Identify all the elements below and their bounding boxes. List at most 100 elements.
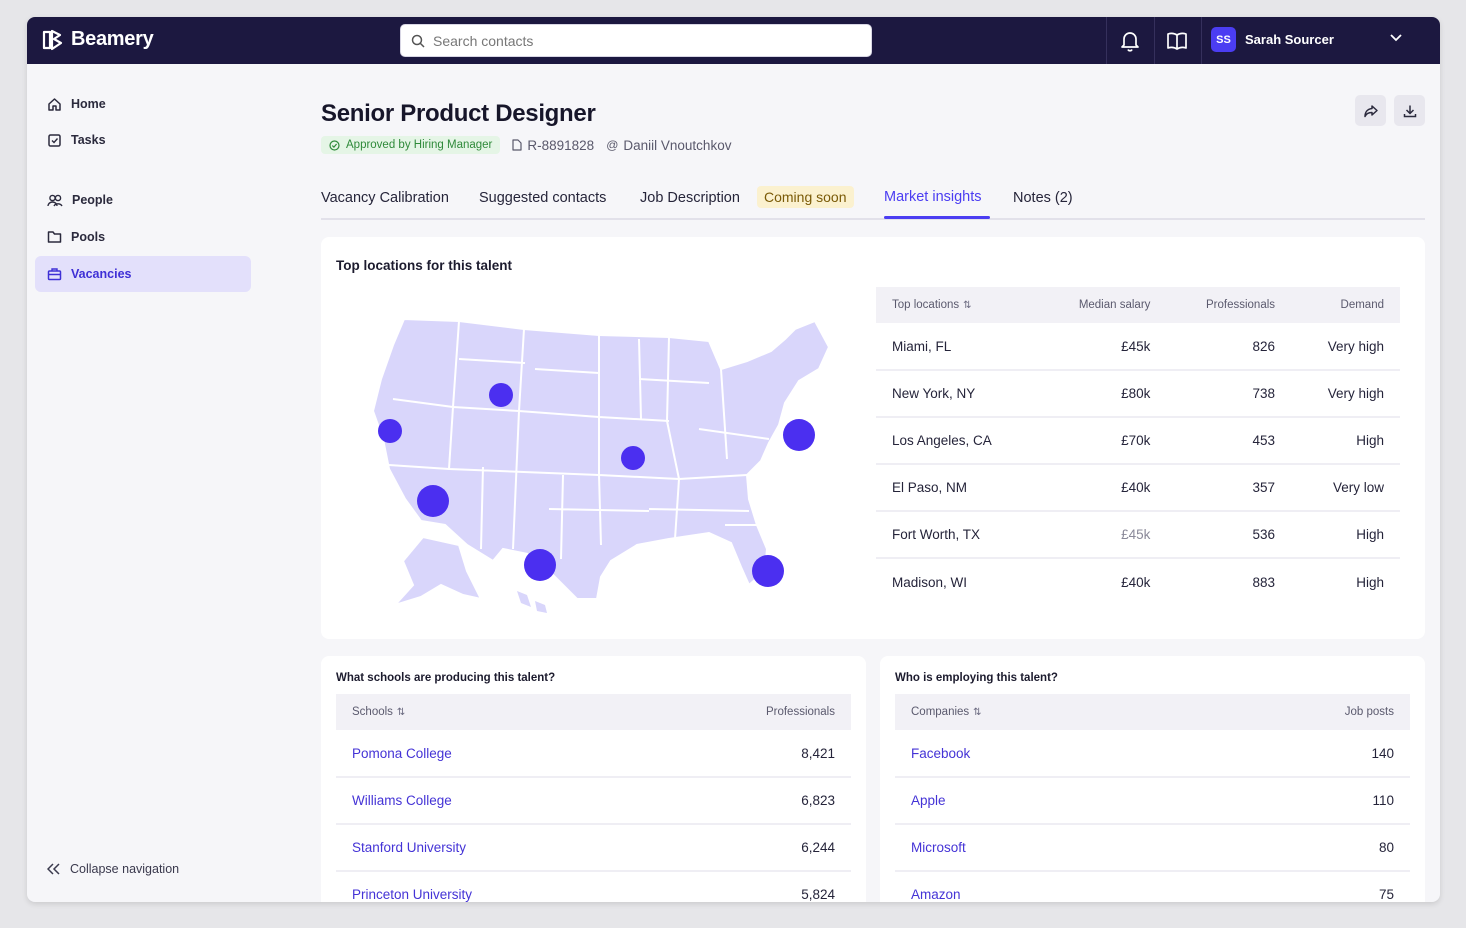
schools-table: Schools ⇅ Professionals Pomona College 8,4…	[336, 694, 851, 902]
table-row: Williams College 6,823	[336, 777, 851, 825]
search-box[interactable]	[400, 24, 872, 57]
professionals-cell: 453	[1166, 417, 1292, 465]
company-link[interactable]: Microsoft	[895, 824, 1183, 872]
map-marker-new-york[interactable]	[783, 419, 815, 451]
share-button[interactable]	[1355, 95, 1386, 126]
sidebar-item-home[interactable]: Home	[35, 86, 251, 122]
tab-suggested-contacts[interactable]: Suggested contacts	[479, 190, 607, 206]
location-cell: Los Angeles, CA	[876, 417, 1039, 465]
table-row[interactable]: Miami, FL £45k 826 Very high	[876, 323, 1400, 371]
column-header-schools[interactable]: Schools ⇅	[336, 694, 646, 730]
companies-table: Companies ⇅ Job posts Facebook 140 Apple 11…	[895, 694, 1410, 902]
school-link[interactable]: Stanford University	[336, 824, 646, 872]
table-row: Pomona College 8,421	[336, 730, 851, 778]
folder-icon	[47, 230, 62, 244]
salary-cell: £40k	[1038, 464, 1167, 512]
location-cell: New York, NY	[876, 370, 1039, 418]
table-row[interactable]: Los Angeles, CA £70k 453 High	[876, 417, 1400, 465]
sidebar-item-vacancies[interactable]: Vacancies	[35, 256, 251, 292]
download-button[interactable]	[1394, 95, 1425, 126]
demand-cell: High	[1356, 574, 1384, 590]
tab-notes[interactable]: Notes (2)	[1013, 190, 1073, 206]
user-menu[interactable]: SS Sarah Sourcer	[1211, 27, 1334, 52]
professionals-cell: 738	[1166, 370, 1292, 418]
sidebar-item-tasks[interactable]: Tasks	[35, 122, 251, 158]
school-link[interactable]: Williams College	[336, 777, 646, 825]
column-header-professionals: Professionals	[1166, 287, 1292, 323]
download-icon	[1403, 104, 1417, 118]
sidebar-item-pools[interactable]: Pools	[35, 219, 251, 255]
at-icon: @	[606, 138, 619, 152]
search-input[interactable]	[433, 32, 853, 49]
tab-vacancy-calibration[interactable]: Vacancy Calibration	[321, 190, 449, 206]
collapse-navigation-button[interactable]: Collapse navigation	[47, 862, 179, 876]
professionals-cell: 6,244	[645, 824, 851, 872]
table-row[interactable]: Fort Worth, TX £45k 536 High	[876, 511, 1400, 559]
sidebar: Home Tasks People Pools Vacancies Collap…	[27, 64, 267, 902]
table-row[interactable]: Madison, WI £40k 883 High	[876, 558, 1400, 605]
location-cell: Fort Worth, TX	[876, 511, 1039, 559]
location-cell: Madison, WI	[892, 574, 968, 590]
map-marker-miami[interactable]	[752, 555, 784, 587]
column-header-top-locations[interactable]: Top locations ⇅	[876, 287, 1039, 323]
sidebar-item-label: Pools	[71, 230, 106, 244]
top-bar: Beamery SS Sarah Sourcer	[27, 17, 1440, 64]
coming-soon-badge: Coming soon	[757, 186, 854, 208]
demand-cell: Very high	[1291, 370, 1400, 418]
table-row: Stanford University 6,244	[336, 824, 851, 872]
check-circle-icon	[329, 139, 340, 151]
map-marker-idaho[interactable]	[489, 383, 513, 407]
vacancy-owner-text: Daniil Vnoutchkov	[623, 137, 732, 153]
vacancy-owner: @ Daniil Vnoutchkov	[606, 138, 731, 153]
vacancy-id: R-8891828	[512, 138, 594, 153]
salary-cell: £40k	[1121, 574, 1151, 590]
table-row: Apple 110	[895, 777, 1410, 825]
job-posts-cell: 75	[1182, 871, 1410, 902]
bell-icon[interactable]	[1117, 28, 1143, 54]
demand-cell: Very low	[1291, 464, 1400, 512]
topbar-divider	[1106, 17, 1107, 64]
salary-cell: £80k	[1038, 370, 1167, 418]
table-row[interactable]: New York, NY £80k 738 Very high	[876, 370, 1400, 418]
active-tab-indicator	[884, 216, 990, 219]
professionals-cell: 5,824	[645, 871, 851, 902]
tab-bar: Vacancy Calibration Suggested contacts J…	[321, 182, 1425, 220]
map-marker-san-francisco[interactable]	[378, 419, 402, 443]
company-link[interactable]: Amazon	[895, 871, 1183, 902]
brand-logo[interactable]: Beamery	[41, 28, 154, 51]
tab-job-description[interactable]: Job Description	[640, 190, 740, 206]
company-link[interactable]: Facebook	[895, 730, 1183, 778]
sort-icon[interactable]: ⇅	[963, 300, 972, 311]
professionals-cell: 883	[1252, 574, 1276, 590]
table-row: Amazon 75	[895, 871, 1410, 902]
user-name: Sarah Sourcer	[1245, 32, 1334, 47]
map-marker-el-paso[interactable]	[524, 549, 556, 581]
sidebar-item-label: Vacancies	[71, 267, 132, 281]
professionals-cell: 6,823	[645, 777, 851, 825]
column-header-job-posts: Job posts	[1182, 694, 1410, 730]
main-content: Senior Product Designer Approved by Hiri…	[321, 64, 1425, 902]
school-link[interactable]: Pomona College	[336, 730, 646, 778]
us-map-shape	[371, 317, 831, 613]
column-header-companies[interactable]: Companies ⇅	[895, 694, 1183, 730]
map-marker-kansas-city[interactable]	[621, 446, 645, 470]
search-icon	[411, 34, 425, 48]
tab-market-insights[interactable]: Market insights	[884, 189, 982, 205]
beamery-logo-icon	[41, 29, 65, 51]
table-row[interactable]: El Paso, NM £40k 357 Very low	[876, 464, 1400, 512]
chevron-down-icon[interactable]	[1389, 33, 1403, 43]
map-marker-los-angeles[interactable]	[417, 485, 449, 517]
professionals-cell: 8,421	[645, 730, 851, 778]
sort-icon[interactable]: ⇅	[396, 707, 406, 718]
sort-icon[interactable]: ⇅	[973, 707, 982, 718]
sidebar-item-label: Home	[71, 97, 106, 111]
sidebar-item-people[interactable]: People	[35, 182, 251, 218]
companies-card: Who is employing this talent? Companies ⇅…	[880, 656, 1425, 902]
sidebar-item-label: Tasks	[71, 133, 106, 147]
book-icon[interactable]	[1164, 28, 1190, 54]
school-link[interactable]: Princeton University	[336, 871, 646, 902]
topbar-divider	[1201, 17, 1202, 64]
company-link[interactable]: Apple	[895, 777, 1183, 825]
collapse-label: Collapse navigation	[70, 862, 180, 876]
column-header-professionals: Professionals	[645, 694, 851, 730]
